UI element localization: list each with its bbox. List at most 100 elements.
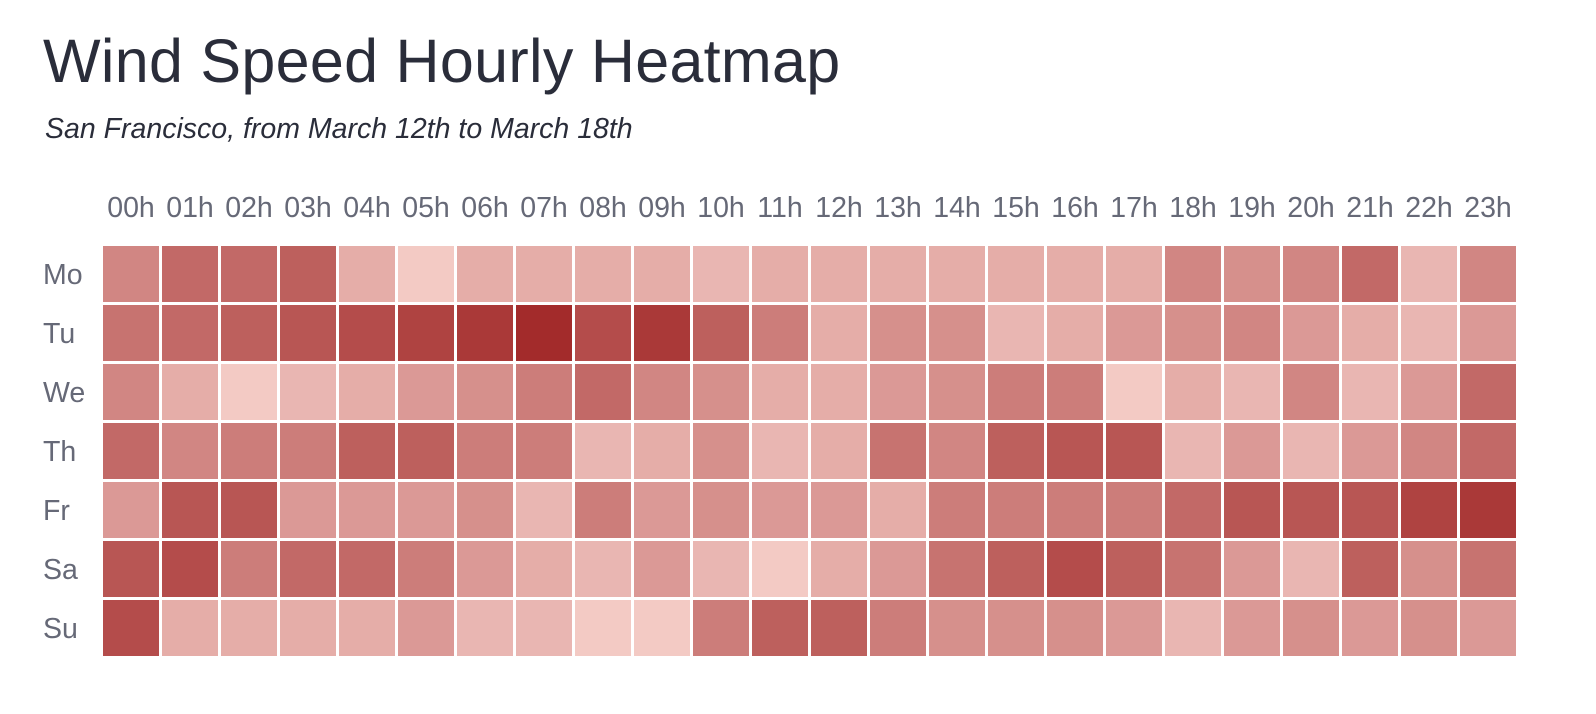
x-tick-label: 04h: [343, 192, 391, 224]
heatmap-cell: [1165, 600, 1221, 656]
heatmap-cell: [1342, 364, 1398, 420]
x-tick-label: 00h: [107, 192, 155, 224]
heatmap-cell: [1460, 423, 1516, 479]
heatmap-cell: [221, 482, 277, 538]
heatmap-cell: [988, 246, 1044, 302]
heatmap-cell: [752, 482, 808, 538]
heatmap-cell: [103, 482, 159, 538]
heatmap-cell: [870, 423, 926, 479]
heatmap-cell: [339, 423, 395, 479]
heatmap-cell: [929, 541, 985, 597]
heatmap-cell: [1342, 423, 1398, 479]
heatmap-cell: [575, 305, 631, 361]
heatmap-cell: [1342, 482, 1398, 538]
heatmap-cell: [1106, 423, 1162, 479]
heatmap-cell: [693, 423, 749, 479]
heatmap-cell: [103, 305, 159, 361]
x-tick-label: 06h: [461, 192, 509, 224]
heatmap-cell: [634, 423, 690, 479]
heatmap-cell: [339, 364, 395, 420]
x-tick-label: 11h: [757, 192, 802, 224]
heatmap-cell: [870, 600, 926, 656]
heatmap-cell: [103, 541, 159, 597]
heatmap-cell: [221, 423, 277, 479]
heatmap-cell: [988, 364, 1044, 420]
heatmap-cell: [457, 246, 513, 302]
heatmap-cell: [1224, 482, 1280, 538]
heatmap-cell: [1106, 541, 1162, 597]
heatmap-cell: [752, 246, 808, 302]
heatmap-cell: [398, 423, 454, 479]
heatmap-cell: [752, 600, 808, 656]
heatmap-cell: [162, 600, 218, 656]
heatmap-cell: [988, 305, 1044, 361]
heatmap-cell: [988, 541, 1044, 597]
heatmap-cell: [1283, 305, 1339, 361]
heatmap-cell: [1047, 541, 1103, 597]
heatmap-cell: [1342, 600, 1398, 656]
heatmap-cell: [929, 305, 985, 361]
heatmap-cell: [1224, 364, 1280, 420]
chart-subtitle: San Francisco, from March 12th to March …: [45, 113, 633, 145]
heatmap-cell: [929, 364, 985, 420]
heatmap-cell: [103, 600, 159, 656]
heatmap-cell: [870, 305, 926, 361]
heatmap-cell: [1106, 600, 1162, 656]
heatmap-cell: [516, 364, 572, 420]
heatmap-cell: [103, 364, 159, 420]
heatmap-cell: [221, 246, 277, 302]
x-tick-label: 22h: [1405, 192, 1453, 224]
heatmap-cell: [693, 246, 749, 302]
heatmap-cell: [752, 364, 808, 420]
heatmap-cell: [339, 600, 395, 656]
x-tick-label: 14h: [933, 192, 981, 224]
heatmap-cell: [221, 305, 277, 361]
heatmap-cell: [1165, 305, 1221, 361]
heatmap-cell: [457, 305, 513, 361]
heatmap-cell: [1401, 600, 1457, 656]
heatmap-cell: [1460, 600, 1516, 656]
heatmap-cell: [221, 364, 277, 420]
heatmap-cell: [516, 541, 572, 597]
heatmap-cell: [1106, 305, 1162, 361]
heatmap-cell: [516, 305, 572, 361]
heatmap-cell: [634, 600, 690, 656]
heatmap-cell: [575, 364, 631, 420]
x-tick-label: 02h: [225, 192, 273, 224]
heatmap-cell: [280, 482, 336, 538]
x-tick-label: 21h: [1346, 192, 1394, 224]
heatmap-cell: [1165, 423, 1221, 479]
heatmap-cell: [398, 246, 454, 302]
heatmap-cell: [457, 482, 513, 538]
heatmap-cell: [1401, 423, 1457, 479]
heatmap-cell: [280, 600, 336, 656]
heatmap-cell: [634, 246, 690, 302]
heatmap-cell: [162, 364, 218, 420]
heatmap-cell: [398, 482, 454, 538]
heatmap-cell: [1106, 364, 1162, 420]
heatmap-cell: [870, 541, 926, 597]
heatmap-cell: [811, 305, 867, 361]
heatmap-cell: [988, 423, 1044, 479]
heatmap-cell: [929, 423, 985, 479]
heatmap-cell: [575, 246, 631, 302]
heatmap-cell: [1047, 246, 1103, 302]
heatmap-cell: [870, 364, 926, 420]
heatmap-cell: [693, 482, 749, 538]
x-tick-label: 20h: [1287, 192, 1335, 224]
heatmap-cell: [988, 482, 1044, 538]
y-tick-label: Mo: [43, 259, 83, 291]
heatmap-cell: [929, 482, 985, 538]
heatmap-cell: [1460, 541, 1516, 597]
heatmap-cell: [1401, 246, 1457, 302]
heatmap-cell: [1401, 482, 1457, 538]
x-tick-label: 07h: [520, 192, 568, 224]
heatmap-cell: [811, 482, 867, 538]
heatmap-cell: [1224, 600, 1280, 656]
heatmap-cell: [1106, 482, 1162, 538]
heatmap-cell: [1283, 364, 1339, 420]
heatmap-cell: [1165, 541, 1221, 597]
heatmap-cell: [398, 305, 454, 361]
heatmap-cell: [929, 246, 985, 302]
